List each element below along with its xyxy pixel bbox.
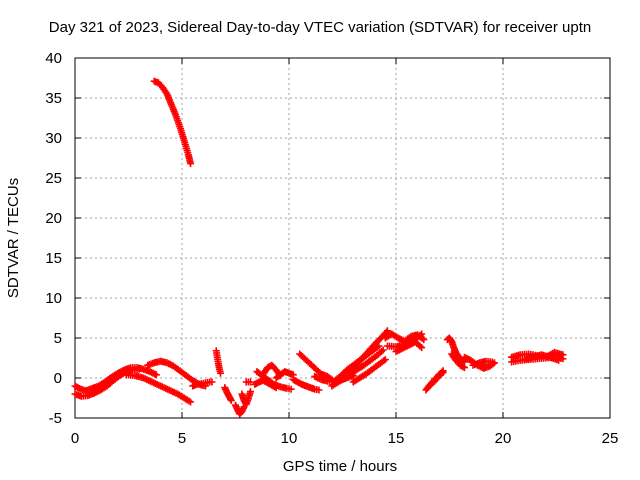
data-point-marker	[416, 331, 424, 339]
data-track	[339, 327, 391, 380]
data-point-marker	[315, 386, 323, 394]
y-tick-label: 25	[45, 170, 62, 187]
data-track	[189, 378, 216, 390]
y-tick-label: 20	[45, 210, 62, 227]
data-point-marker	[208, 378, 216, 386]
data-point-marker	[459, 363, 467, 371]
y-axis-label: SDTVAR / TECUs	[5, 178, 22, 298]
data-point-marker	[488, 358, 496, 366]
y-tick-label: 35	[45, 90, 62, 107]
data-track	[520, 351, 563, 364]
data-point-marker	[187, 398, 195, 406]
data-track	[221, 384, 235, 404]
y-tick-label: 15	[45, 250, 62, 267]
data-point-marker	[420, 336, 428, 344]
data-point-marker	[287, 385, 295, 393]
data-track	[212, 347, 225, 377]
x-tick-label: 15	[388, 430, 405, 447]
data-track	[392, 338, 426, 356]
data-track	[150, 77, 195, 168]
data-point-marker	[439, 368, 447, 376]
data-point-marker	[135, 365, 143, 373]
data-track	[71, 365, 143, 400]
x-tick-label: 0	[71, 430, 79, 447]
data-track	[443, 334, 468, 366]
y-tick-label: -5	[49, 410, 62, 427]
data-point-marker	[418, 330, 426, 338]
x-tick-label: 5	[178, 430, 186, 447]
data-point-marker	[379, 346, 387, 354]
grid	[75, 58, 610, 418]
axis-ticks: 0 5 10 15 20 25 -5 0 5 10 15 20 25 30 35 40	[45, 50, 618, 447]
data-track	[122, 371, 195, 406]
y-tick-label: 10	[45, 290, 62, 307]
data-track	[242, 378, 254, 386]
y-tick-label: 5	[54, 330, 62, 347]
data-point-marker	[383, 327, 391, 335]
data-point-marker	[246, 388, 254, 396]
data-point-marker	[152, 371, 160, 379]
data-point-marker	[217, 369, 225, 377]
data-track	[469, 357, 496, 369]
data-point-marker	[555, 356, 563, 364]
data-point-marker	[246, 378, 254, 386]
data-point-marker	[460, 364, 468, 372]
data-track	[349, 356, 389, 386]
plot-area-frame	[74, 57, 611, 419]
data-track	[272, 368, 297, 382]
data-point-marker	[438, 370, 446, 378]
x-tick-label: 10	[281, 430, 298, 447]
data-track	[448, 350, 468, 372]
data-point-marker	[418, 344, 426, 352]
y-tick-label: 0	[54, 370, 62, 387]
data-track	[71, 364, 160, 395]
y-tick-label: 30	[45, 130, 62, 147]
data-series	[71, 77, 567, 418]
y-tick-label: 40	[45, 50, 62, 67]
data-point-marker	[227, 396, 235, 404]
chart-title: Day 321 of 2023, Sidereal Day-to-day VTE…	[49, 19, 591, 36]
data-point-marker	[381, 356, 389, 364]
data-track	[238, 388, 254, 408]
x-tick-label: 20	[495, 430, 512, 447]
x-tick-label: 25	[602, 430, 619, 447]
data-track	[426, 368, 447, 389]
data-track	[289, 376, 323, 394]
data-track	[232, 401, 248, 418]
data-point-marker	[187, 160, 195, 168]
data-point-marker	[559, 351, 567, 359]
x-axis-label: GPS time / hours	[283, 458, 397, 475]
